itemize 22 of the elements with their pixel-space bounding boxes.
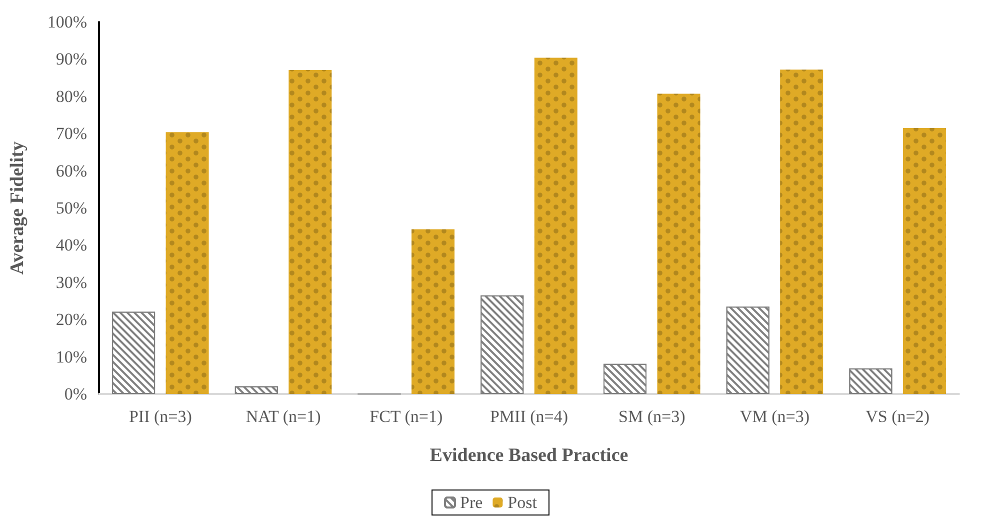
x-tick-label: PMII (n=4) [490,407,568,426]
y-tick-label: 70% [56,124,87,144]
legend-label: Post [508,493,538,512]
y-tick-label: 60% [56,161,87,180]
y-tick-label: 40% [56,236,87,255]
y-axis-title: Average Fidelity [7,140,28,275]
x-tick-label: VS (n=2) [866,407,930,426]
x-tick-label: FCT (n=1) [370,407,443,426]
x-tick-label: VM (n=3) [740,407,810,426]
y-tick-label: 100% [47,12,87,32]
x-axis-title: Evidence Based Practice [430,445,628,466]
legend-label: Pre [460,493,483,512]
y-tick-label: 30% [56,272,87,292]
y-tick-label: 20% [56,310,87,330]
x-tick-label: NAT (n=1) [246,407,321,426]
x-tick-label: PII (n=3) [128,407,192,426]
y-tick-label: 80% [56,86,87,106]
y-tick-label: 90% [56,50,87,69]
y-tick-label: 50% [56,198,87,218]
y-tick-label: 0% [64,384,87,404]
x-tick-label: SM (n=3) [618,407,686,426]
y-tick-label: 10% [56,347,87,366]
